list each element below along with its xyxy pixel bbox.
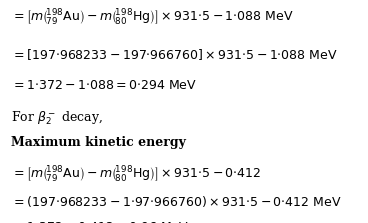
Text: $= 1{\cdot}372 - 0{\cdot}412 = 0{\cdot}96\ \mathrm{MeV}$: $= 1{\cdot}372 - 0{\cdot}412 = 0{\cdot}9… [11, 221, 190, 223]
Text: Maximum kinetic energy: Maximum kinetic energy [11, 136, 186, 149]
Text: $= (197{\cdot}968233 - 1{\cdot}97{\cdot}966760) \times 931{\cdot}5 - 0{\cdot}412: $= (197{\cdot}968233 - 1{\cdot}97{\cdot}… [11, 194, 342, 209]
Text: $= 1{\cdot}372 - 1{\cdot}088 = 0{\cdot}294\ \mathrm{MeV}$: $= 1{\cdot}372 - 1{\cdot}088 = 0{\cdot}2… [11, 79, 197, 92]
Text: $= \left[m\left(\!{}^{198}_{79}\mathrm{Au}\right) - m\left(\!{}^{198}_{80}\mathr: $= \left[m\left(\!{}^{198}_{79}\mathrm{A… [11, 165, 262, 185]
Text: $= \left[m\left(\!{}^{198}_{79}\mathrm{Au}\right) - m\left(\!{}^{198}_{80}\mathr: $= \left[m\left(\!{}^{198}_{79}\mathrm{A… [11, 8, 294, 28]
Text: For $\beta_2^-$ decay,: For $\beta_2^-$ decay, [11, 109, 103, 127]
Text: $= [197{\cdot}968233 - 197{\cdot}966760] \times 931{\cdot}5 - 1{\cdot}088\ \math: $= [197{\cdot}968233 - 197{\cdot}966760]… [11, 47, 338, 62]
